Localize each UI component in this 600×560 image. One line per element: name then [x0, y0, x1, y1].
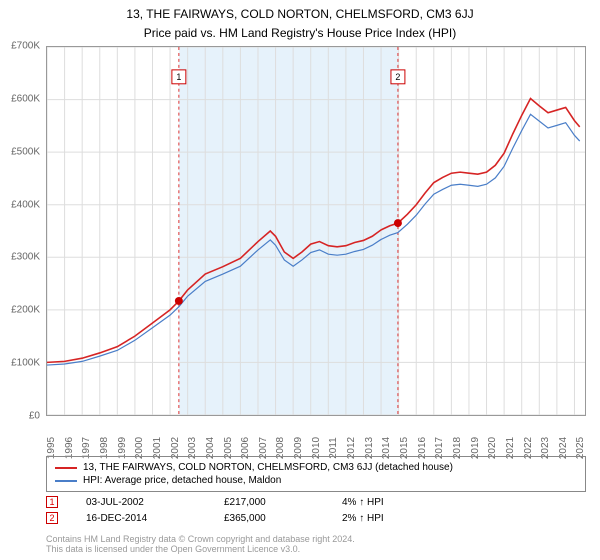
chart-title: 13, THE FAIRWAYS, COLD NORTON, CHELMSFOR… [0, 0, 600, 23]
y-axis-labels: £0£100K£200K£300K£400K£500K£600K£700K [0, 46, 44, 416]
y-tick-label: £0 [29, 411, 40, 422]
plot-area: 12 [46, 46, 586, 416]
y-tick-label: £300K [11, 252, 40, 263]
legend-label: 13, THE FAIRWAYS, COLD NORTON, CHELMSFOR… [83, 462, 453, 473]
y-tick-label: £600K [11, 93, 40, 104]
y-tick-label: £500K [11, 146, 40, 157]
transaction-pct: 2% ↑ HPI [342, 513, 442, 524]
svg-text:1: 1 [176, 72, 181, 82]
transaction-row: 2 16-DEC-2014 £365,000 2% ↑ HPI [46, 510, 586, 526]
chart-container: 13, THE FAIRWAYS, COLD NORTON, CHELMSFOR… [0, 0, 600, 560]
transaction-row: 1 03-JUL-2002 £217,000 4% ↑ HPI [46, 494, 586, 510]
svg-text:2: 2 [395, 72, 400, 82]
transaction-date: 16-DEC-2014 [86, 513, 196, 524]
transaction-date: 03-JUL-2002 [86, 497, 196, 508]
y-tick-label: £700K [11, 41, 40, 52]
legend-swatch [55, 467, 77, 469]
chart-subtitle: Price paid vs. HM Land Registry's House … [0, 23, 600, 42]
legend-label: HPI: Average price, detached house, Mald… [83, 475, 281, 486]
x-axis-labels: 1995199619971998199920002001200220032004… [46, 418, 586, 454]
legend-item: HPI: Average price, detached house, Mald… [55, 474, 577, 487]
transaction-pct: 4% ↑ HPI [342, 497, 442, 508]
transaction-marker: 1 [46, 496, 58, 508]
y-tick-label: £400K [11, 199, 40, 210]
footer-text: Contains HM Land Registry data © Crown c… [46, 534, 586, 555]
footer-line-2: This data is licensed under the Open Gov… [46, 544, 586, 554]
transactions-table: 1 03-JUL-2002 £217,000 4% ↑ HPI 2 16-DEC-2014… [46, 494, 586, 526]
transaction-price: £365,000 [224, 513, 314, 524]
legend-swatch [55, 480, 77, 482]
legend-box: 13, THE FAIRWAYS, COLD NORTON, CHELMSFOR… [46, 456, 586, 492]
y-tick-label: £100K [11, 358, 40, 369]
legend-item: 13, THE FAIRWAYS, COLD NORTON, CHELMSFOR… [55, 461, 577, 474]
transaction-price: £217,000 [224, 497, 314, 508]
footer-line-1: Contains HM Land Registry data © Crown c… [46, 534, 586, 544]
y-tick-label: £200K [11, 305, 40, 316]
transaction-marker: 2 [46, 512, 58, 524]
